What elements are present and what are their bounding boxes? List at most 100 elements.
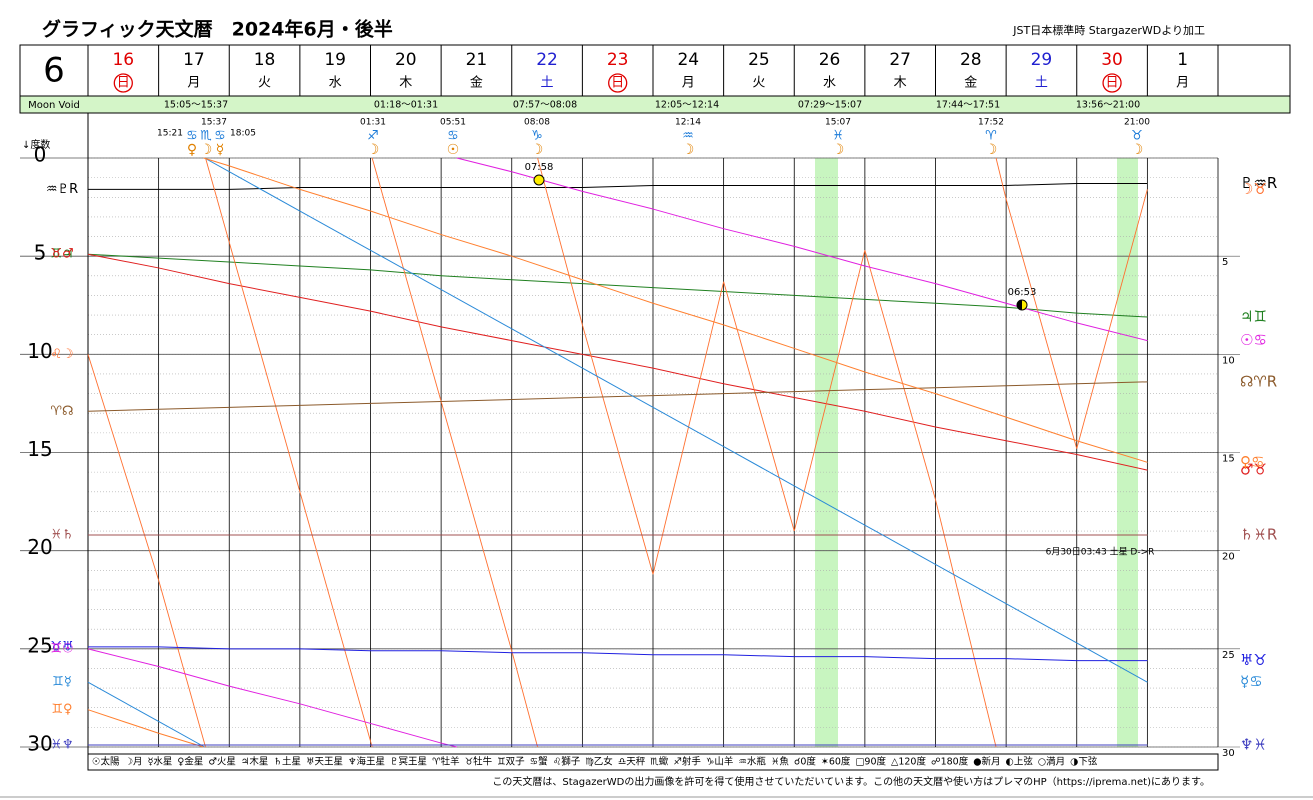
planet-line [582, 652, 654, 656]
left-label: ♌☽ [50, 347, 73, 362]
planet-line [229, 685, 300, 705]
planet-line [511, 340, 583, 355]
legend-item: △120度 [891, 756, 926, 768]
weekday: 土 [1035, 76, 1048, 91]
holiday-circle [608, 73, 628, 93]
event-sign: ♏ [200, 129, 212, 144]
legend-item: ♄土星 [273, 756, 301, 768]
right-label: ☽♉ [1240, 180, 1267, 198]
planet-line [582, 190, 654, 210]
planet-line [158, 579, 206, 748]
event-time: 15:07 [825, 118, 851, 128]
event-body: ♀ [187, 142, 197, 158]
right-label: ♅♉ [1240, 651, 1267, 669]
y2-tick-label: 25 [1222, 650, 1235, 661]
right-label: ♇♒R [1240, 174, 1277, 192]
event-sign: ♋ [214, 129, 226, 144]
planet-line [723, 228, 795, 247]
event-sign: ♋ [186, 129, 198, 144]
legend-item: □90度 [855, 756, 886, 768]
legend-item: ☽月 [125, 757, 143, 768]
legend-item: ☿水星 [148, 756, 173, 768]
planet-line [582, 184, 654, 188]
planet-line [582, 395, 654, 399]
planet-line [1076, 322, 1148, 342]
event-body: ☽ [832, 142, 845, 158]
planet-line [511, 255, 583, 281]
planet-line [582, 279, 654, 304]
left-label: ♊♀ [51, 702, 72, 717]
planet-line [582, 283, 654, 289]
day-number: 1 [1177, 50, 1188, 70]
planet-line [158, 406, 230, 410]
left-label: ♉♅ [50, 639, 73, 654]
event-time: 15:21 [157, 129, 183, 139]
planet-line [1076, 453, 1148, 471]
event-time: 08:08 [524, 118, 550, 128]
footer: この天文暦は、StagazerWDの出力画像を許可を得て使用させていただいていま… [492, 775, 1210, 788]
planet-line [229, 404, 300, 408]
day-number: 30 [1101, 50, 1123, 70]
planet-line [864, 265, 936, 285]
event-body: ☽ [200, 142, 213, 158]
planet-line [1005, 416, 1077, 442]
full-moon [533, 174, 545, 186]
planet-line [371, 157, 442, 402]
event-time: 05:51 [440, 118, 466, 128]
right-label: ♃♊ [1240, 308, 1267, 326]
left-label: ♊☉ [50, 641, 73, 656]
event-sign: ♈ [985, 129, 997, 144]
weekday: 日 [1106, 76, 1119, 91]
planet-line [511, 279, 583, 285]
event-time: 21:00 [1124, 118, 1150, 128]
planet-line [299, 296, 371, 312]
event-sign: ♑ [531, 129, 543, 144]
day-number: 24 [677, 50, 699, 70]
planet-line [440, 401, 513, 651]
planet-line [794, 245, 866, 267]
planet-line [1006, 183, 1077, 186]
left-label: ♉♂ [50, 247, 73, 262]
full-moon-time: 07:58 [525, 162, 554, 173]
planet-line [582, 367, 654, 408]
weekday: 日 [117, 76, 130, 91]
degree-label: ↓度数 [22, 138, 50, 151]
event-body: ☽ [367, 142, 380, 158]
planet-line [87, 253, 159, 269]
legend-item: ♍乙女 [585, 756, 613, 768]
legend-item: ♂火星 [208, 757, 236, 768]
legend-item: ✶60度 [821, 756, 851, 768]
planet-line [1076, 642, 1148, 683]
planet-line [87, 648, 159, 667]
day-number: 21 [466, 50, 488, 70]
left-label: ♓♆ [50, 738, 73, 753]
holiday-circle [113, 73, 133, 93]
weekday: 月 [682, 76, 695, 91]
weekday: 水 [329, 76, 342, 91]
planet-line [440, 289, 512, 330]
y-tick-label: 15 [27, 437, 52, 461]
planet-line [87, 354, 160, 581]
void-label: Moon Void [28, 100, 80, 111]
planet-line [723, 383, 795, 399]
planet-line [581, 324, 654, 575]
left-label: ♊♃ [50, 247, 73, 262]
planet-line [794, 485, 866, 526]
event-time: 17:52 [978, 118, 1004, 128]
day-number: 22 [536, 50, 558, 70]
event-body: ☽ [1131, 142, 1144, 158]
planet-line [87, 681, 159, 722]
planet-line [652, 406, 724, 448]
y-tick-label: 25 [27, 633, 52, 657]
legend-item: ♆海王星 [348, 756, 385, 768]
planet-line [299, 703, 371, 724]
planet-line [1006, 658, 1077, 662]
left-label: ♊☿ [52, 675, 72, 690]
weekday: 土 [541, 76, 554, 91]
day-number: 19 [324, 50, 346, 70]
planet-line [723, 654, 795, 658]
planet-line [864, 524, 936, 565]
y-tick-label: 5 [34, 241, 47, 265]
void-row [19, 95, 1291, 114]
